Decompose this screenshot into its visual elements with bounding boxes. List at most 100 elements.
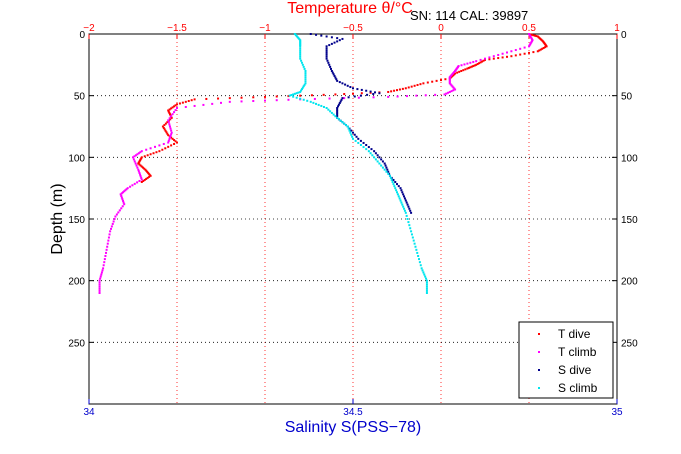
data-point <box>163 124 166 127</box>
data-point <box>302 98 305 101</box>
data-point <box>341 121 344 124</box>
data-point <box>336 40 339 43</box>
data-point <box>419 83 422 86</box>
data-point <box>325 55 328 58</box>
bottom-tick-label: 34.5 <box>343 407 363 418</box>
data-point <box>535 35 538 38</box>
legend-label: S climb <box>558 381 598 395</box>
data-point <box>367 150 370 153</box>
data-point <box>105 248 108 251</box>
data-point <box>532 34 535 37</box>
data-point <box>403 209 406 212</box>
data-point <box>418 258 420 261</box>
data-point <box>299 55 302 58</box>
data-point <box>360 92 363 95</box>
data-point <box>164 147 167 150</box>
data-point <box>326 59 329 62</box>
data-point <box>448 79 451 82</box>
data-point <box>506 55 508 58</box>
data-point <box>174 140 177 143</box>
data-point <box>325 49 328 52</box>
data-point <box>140 176 143 179</box>
data-point <box>381 160 384 163</box>
data-point <box>374 152 377 155</box>
data-point <box>122 199 125 202</box>
data-point <box>328 44 331 47</box>
data-point <box>413 84 416 87</box>
data-point <box>166 121 169 124</box>
data-point <box>349 131 352 134</box>
data-point <box>369 91 372 94</box>
data-point <box>389 176 392 179</box>
data-point <box>331 71 334 74</box>
data-point <box>435 79 438 82</box>
data-point <box>532 51 535 54</box>
data-point <box>544 46 547 49</box>
data-point <box>114 215 117 218</box>
data-point <box>492 55 495 58</box>
data-point <box>523 52 526 55</box>
data-point <box>299 90 302 93</box>
data-point <box>107 236 110 239</box>
data-point <box>402 193 405 196</box>
data-point <box>355 135 358 138</box>
data-point <box>98 283 101 286</box>
data-point <box>387 90 390 93</box>
data-point <box>168 138 171 141</box>
data-point <box>484 57 486 60</box>
data-point <box>514 54 517 57</box>
data-point <box>450 90 453 93</box>
data-point <box>170 144 173 147</box>
data-point <box>275 95 278 98</box>
data-point <box>533 34 536 37</box>
data-point <box>120 192 123 195</box>
data-point <box>181 101 184 104</box>
data-point <box>391 181 394 183</box>
data-point <box>299 47 302 50</box>
data-point <box>398 197 401 200</box>
data-point <box>333 74 336 77</box>
series-t-climb <box>98 33 534 294</box>
data-point <box>448 77 451 80</box>
data-point <box>346 125 349 128</box>
data-point <box>228 97 231 100</box>
data-point <box>138 160 141 163</box>
data-point <box>329 65 332 68</box>
left-tick-label: 250 <box>68 338 85 349</box>
data-point <box>299 42 302 45</box>
data-point <box>350 129 353 132</box>
data-point <box>325 51 328 54</box>
data-point <box>369 90 372 93</box>
data-point <box>136 153 139 156</box>
data-point <box>169 127 172 130</box>
data-point <box>187 100 190 103</box>
data-point <box>360 88 363 91</box>
data-point <box>529 43 532 46</box>
data-point <box>146 176 149 179</box>
data-point <box>443 93 446 96</box>
data-point <box>299 53 302 56</box>
data-point <box>148 173 151 176</box>
x-axis-label: Salinity S(PSS−78) <box>285 419 422 436</box>
data-point <box>325 47 328 50</box>
data-point <box>98 289 101 292</box>
data-point <box>240 100 243 103</box>
data-point <box>341 82 344 85</box>
data-point <box>341 97 344 100</box>
data-point <box>501 56 504 59</box>
data-point <box>107 239 110 242</box>
data-point <box>449 83 452 86</box>
data-point <box>369 152 372 155</box>
data-point <box>104 255 107 257</box>
data-point <box>184 100 187 103</box>
data-point <box>131 184 134 187</box>
data-point <box>325 107 328 109</box>
data-point <box>447 91 450 94</box>
data-point <box>322 105 325 108</box>
data-point <box>100 271 103 274</box>
data-point <box>109 230 112 233</box>
data-point <box>220 101 222 104</box>
data-point <box>372 93 375 96</box>
data-point <box>539 48 542 51</box>
